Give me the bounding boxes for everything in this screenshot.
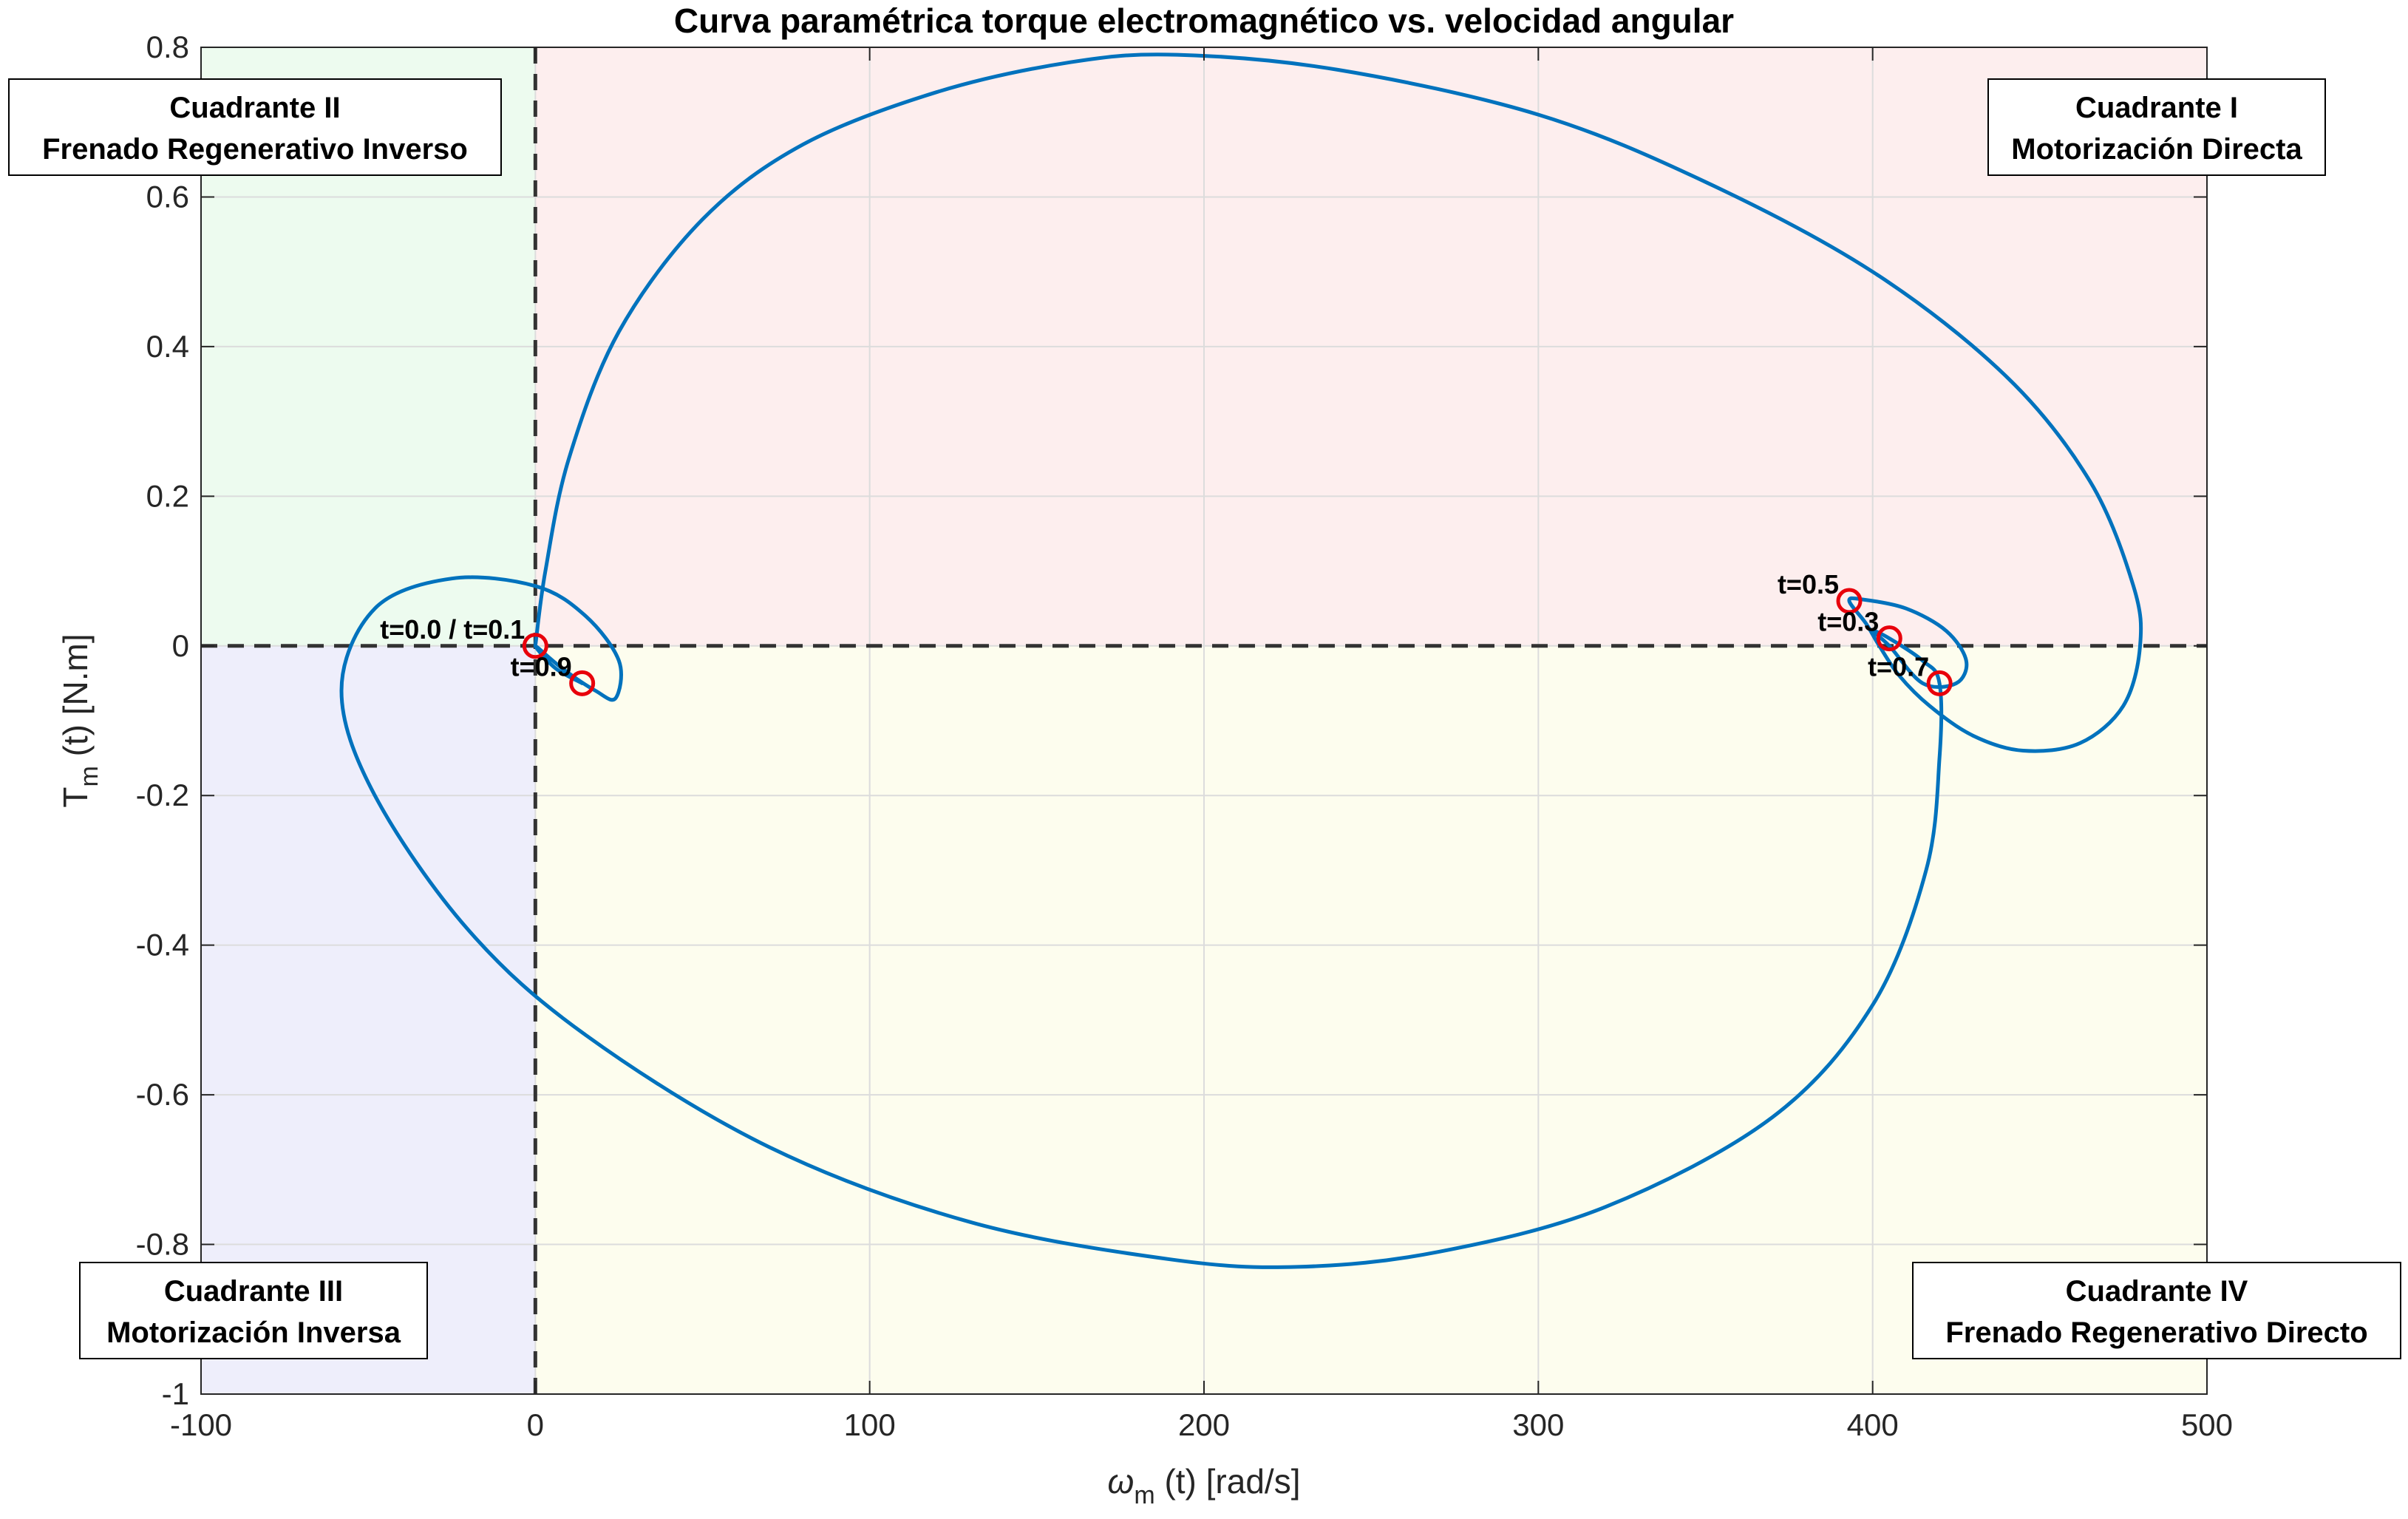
quadrant-2-box bbox=[8, 78, 502, 176]
y-axis-ticks: 0.8 0.6 0.4 0.2 0 -0.2 -0.4 -0.6 -0.8 -1 bbox=[136, 30, 2207, 1411]
quadrant-2-name: Cuadrante II bbox=[169, 92, 340, 124]
quadrant-4-box bbox=[1912, 1262, 2401, 1359]
y-tick-label: -0.2 bbox=[136, 778, 189, 812]
x-tick-label: 500 bbox=[2181, 1407, 2233, 1442]
y-axis-label: Tm (t) [N.m] bbox=[56, 633, 103, 807]
time-markers: t=0.0 / t=0.1 t=0.9 t=0.5 t=0.3 t=0.7 bbox=[380, 569, 1953, 696]
x-tick-label: 200 bbox=[1178, 1407, 1230, 1442]
time-marker-label: t=0.0 / t=0.1 bbox=[380, 614, 525, 645]
y-axis-label-text: (t) [N.m] bbox=[56, 633, 95, 766]
time-marker bbox=[1836, 588, 1863, 614]
series-curve bbox=[339, 52, 2143, 1269]
y-tick-label: -0.8 bbox=[136, 1227, 189, 1262]
time-marker bbox=[569, 670, 596, 696]
quadrant-1-mode: Motorización Directa bbox=[2011, 133, 2302, 166]
x-tick-label: 0 bbox=[527, 1407, 544, 1442]
x-axis-label: ωm (t) [rad/s] bbox=[1108, 1462, 1301, 1509]
y-tick-label: 0.2 bbox=[146, 478, 189, 513]
y-tick-label: 0.8 bbox=[146, 30, 189, 64]
y-axis-label-subscript: m bbox=[75, 766, 103, 786]
x-tick-label: 400 bbox=[1847, 1407, 1899, 1442]
quadrant-3-name: Cuadrante III bbox=[164, 1275, 343, 1308]
y-tick-label: 0.4 bbox=[146, 329, 189, 364]
x-axis-ticks: -100 0 100 200 300 400 500 bbox=[170, 47, 2233, 1442]
x-axis-label-text: (t) [rad/s] bbox=[1155, 1462, 1301, 1501]
y-tick-label: -1 bbox=[162, 1376, 189, 1411]
time-marker-label: t=0.7 bbox=[1868, 651, 1929, 682]
time-marker-label: t=0.3 bbox=[1817, 607, 1879, 637]
quadrant-4-mode: Frenado Regenerativo Directo bbox=[1945, 1316, 2367, 1349]
quadrant-4-name: Cuadrante IV bbox=[2066, 1275, 2248, 1308]
quadrant-2-label: Cuadrante II Frenado Regenerativo Invers… bbox=[8, 78, 502, 176]
y-tick-label: -0.6 bbox=[136, 1077, 189, 1112]
x-axis-label-subscript: m bbox=[1134, 1481, 1154, 1509]
y-tick-label: -0.4 bbox=[136, 928, 189, 962]
x-tick-label: 100 bbox=[844, 1407, 896, 1442]
time-marker bbox=[1926, 670, 1953, 696]
time-marker bbox=[1876, 625, 1902, 652]
quadrant-3-label: Cuadrante III Motorización Inversa bbox=[79, 1262, 428, 1359]
chart-title: Curva paramétrica torque electromagnétic… bbox=[674, 1, 1734, 40]
quadrant-3-mode: Motorización Inversa bbox=[106, 1316, 401, 1349]
y-tick-label: 0 bbox=[172, 628, 189, 663]
x-axis-label-symbol: ω bbox=[1108, 1462, 1135, 1501]
x-tick-label: -100 bbox=[170, 1407, 232, 1442]
quadrant-4-label: Cuadrante IV Frenado Regenerativo Direct… bbox=[1912, 1262, 2401, 1359]
quadrant-3-box bbox=[79, 1262, 428, 1359]
y-axis-label-symbol: T bbox=[56, 787, 95, 808]
time-marker bbox=[522, 633, 548, 659]
quadrant-2-mode: Frenado Regenerativo Inverso bbox=[42, 133, 468, 166]
y-tick-label: 0.6 bbox=[146, 179, 189, 214]
x-tick-label: 300 bbox=[1512, 1407, 1564, 1442]
time-marker-label: t=0.9 bbox=[511, 651, 572, 682]
quadrant-1-label: Cuadrante I Motorización Directa bbox=[1987, 78, 2326, 176]
time-marker-label: t=0.5 bbox=[1778, 569, 1839, 599]
quadrant-1-box bbox=[1987, 78, 2326, 176]
quadrant-1-name: Cuadrante I bbox=[2075, 92, 2238, 124]
